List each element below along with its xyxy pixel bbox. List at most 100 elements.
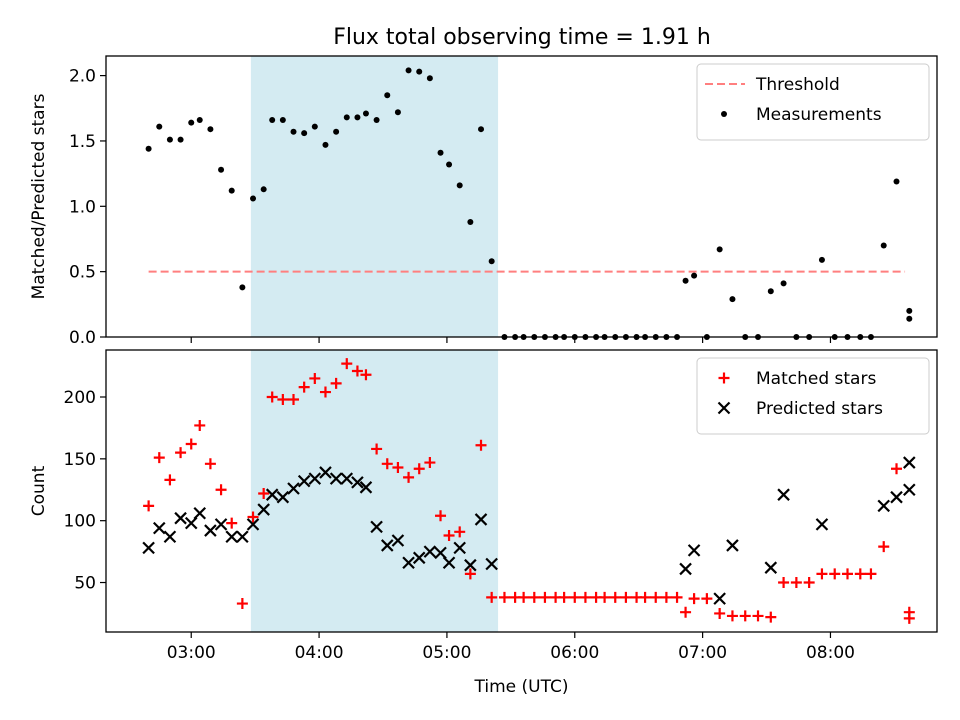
measurement-point [456,182,463,189]
predicted-star-point [214,518,228,531]
matched-star-point [765,611,777,623]
matched-star-point [660,591,672,603]
matched-star-point [371,443,383,455]
y-tick-label: 100 [64,512,96,532]
predicted-star-point [474,513,488,526]
measurement-point [488,258,495,265]
bottom-panel-counts: 50 100 150 200 03:00 04:00 05:00 06:00 07:00 08:0… [29,349,938,697]
predicted-star-point [308,472,322,485]
measurement-point [333,128,340,135]
matched-star-point [620,591,632,603]
matched-star-point [829,568,841,580]
matched-star-point [236,598,248,610]
predicted-star-point [442,556,456,570]
measurement-point [437,149,444,156]
measurement-point [188,119,195,126]
measurement-point [279,117,286,124]
matched-star-point [266,391,278,403]
measurement-point [354,114,361,121]
x-axis-label: Time (UTC) [474,677,569,697]
legend: Threshold Measurements [696,63,930,141]
predicted-star-point [713,592,726,605]
predicted-star-point [152,521,166,535]
predicted-star-point [351,476,364,489]
predicted-star-point [815,518,829,531]
matched-star-point [185,438,197,450]
matched-star-point [475,439,487,451]
matched-star-point [247,511,259,523]
measurement-point [196,117,203,124]
observing-span [250,350,499,632]
matched-star-point [569,591,581,603]
matched-star-point [454,526,466,538]
matched-star-point [726,610,738,622]
matched-star-point [298,381,310,393]
matched-star-point [424,457,436,469]
predicted-star-point [464,558,477,572]
predicted-star-point [402,556,415,570]
predicted-star-point [687,544,701,557]
measurement-point [716,246,723,253]
matched-star-point [528,591,540,603]
predicted-star-point [453,541,466,555]
y-tick-label: 1.5 [69,132,96,152]
predicted-star-point [297,474,311,488]
x-tick-label: 07:00 [678,643,727,663]
x-tick-label: 04:00 [295,643,344,663]
predicted-star-point [423,545,437,558]
matched-star-point [309,372,321,384]
observing-span [250,56,499,337]
matched-star-point [579,591,591,603]
legend-label: Measurements [756,105,882,125]
predicted-star-point [287,482,300,495]
predicted-star-point [903,456,916,469]
measurement-point [893,178,900,185]
matched-star-point [903,612,915,624]
predicted-star-point [434,546,447,560]
x-tick-label: 03:00 [167,643,216,663]
y-tick-label: 0.0 [69,328,96,348]
matched-star-point [650,591,662,603]
measurement-point [394,109,401,116]
measurement-point [322,141,329,148]
y-axis-label: Count [29,465,49,516]
measurement-point [478,126,485,133]
legend-box [696,63,930,141]
matched-star-point [714,607,726,619]
measurement-point [290,128,297,135]
y-tick-label: 150 [64,450,96,470]
matched-star-point [319,386,331,398]
measurement-point [260,186,267,193]
matched-star-point [143,500,155,512]
measurement-point [373,117,380,124]
legend-predicted-swatch [717,401,731,415]
matched-star-point [435,510,447,522]
matched-star-point [790,577,802,589]
matched-star-point [778,577,790,589]
measurement-point [166,136,173,143]
predicted-star-point [276,490,290,504]
measurement-point [207,126,214,133]
matched-star-point [226,517,238,529]
measurement-point [729,296,736,303]
predicted-star-point [174,511,187,525]
measurement-point [767,288,774,295]
measurement-point [343,114,350,121]
matched-star-point [518,591,530,603]
matched-star-point [464,568,476,580]
predicted-star-point [329,472,343,485]
predicted-star-point [359,481,373,494]
x-tick-label: 05:00 [422,643,471,663]
matched-star-point [443,530,455,542]
y-axis-label: Matched/Predicted stars [29,93,49,299]
predicted-star-point [257,503,270,516]
x-tick-label: 08:00 [806,643,855,663]
matched-star-point [277,393,289,405]
measurement-point [906,307,913,314]
legend-measurement-swatch [721,111,727,117]
measurement-point [416,68,423,75]
axes-frame [105,55,938,338]
measurement-point [682,277,689,284]
chart-title: Flux total observing time = 1.91 h [333,25,711,50]
matched-star-point [842,568,854,580]
